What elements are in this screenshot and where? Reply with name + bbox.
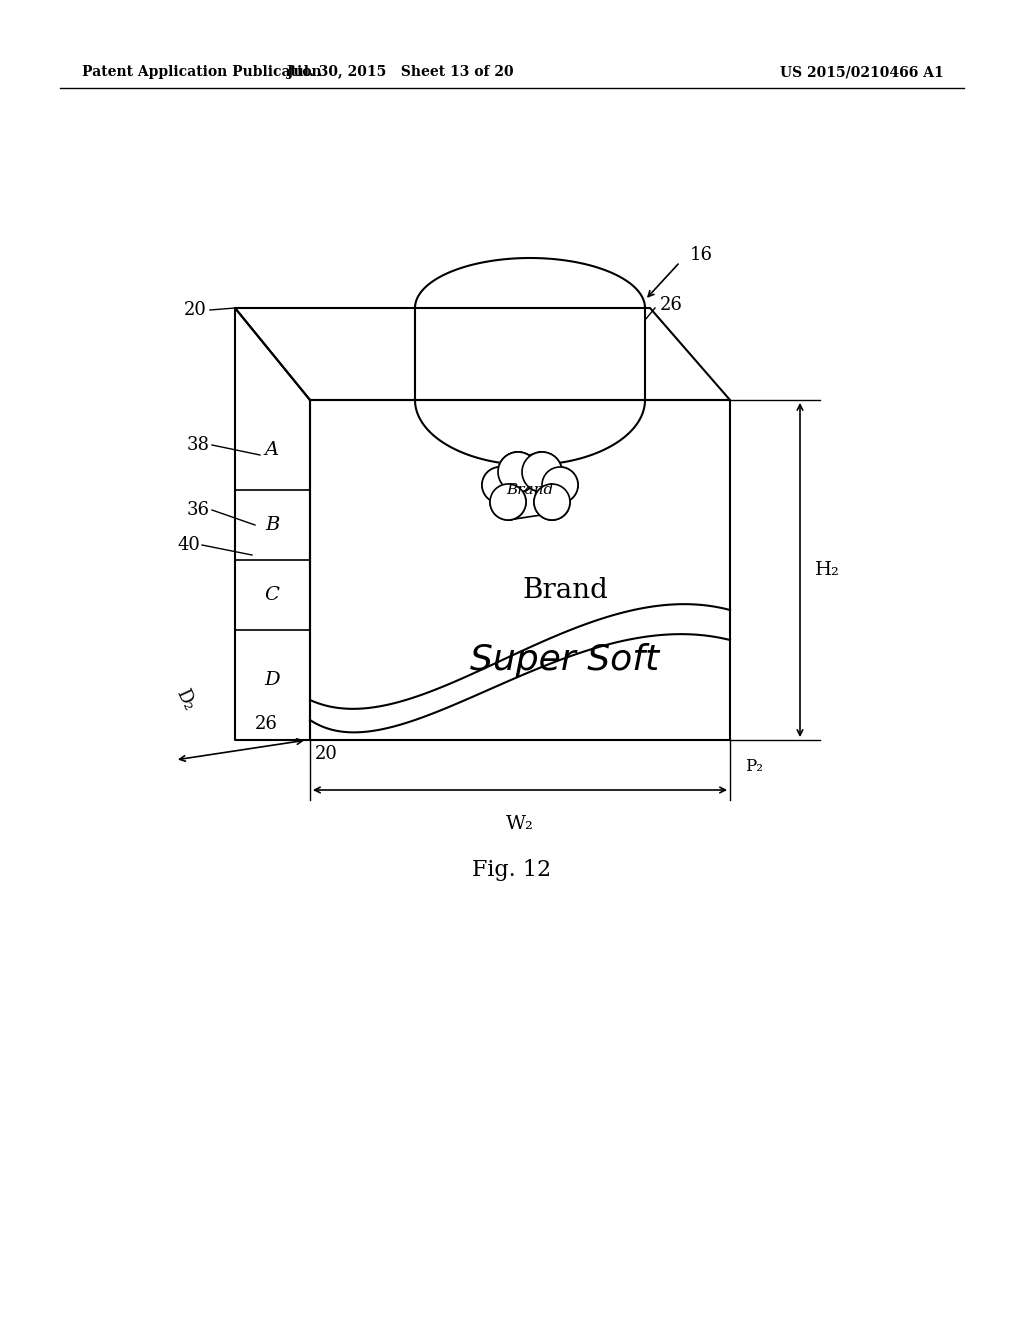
Text: H₂: H₂: [815, 561, 840, 579]
Text: Super Soft: Super Soft: [470, 643, 659, 677]
Text: D: D: [264, 671, 280, 689]
Text: 36: 36: [187, 502, 210, 519]
Text: D₂: D₂: [172, 686, 198, 714]
Text: 20: 20: [184, 301, 207, 319]
Text: W₂: W₂: [506, 814, 534, 833]
Text: P₂: P₂: [745, 758, 763, 775]
Circle shape: [534, 484, 570, 520]
Circle shape: [490, 484, 526, 520]
Circle shape: [522, 451, 562, 492]
Text: Fig. 12: Fig. 12: [472, 859, 552, 880]
Text: 20: 20: [315, 744, 338, 763]
Text: US 2015/0210466 A1: US 2015/0210466 A1: [780, 65, 944, 79]
Text: B: B: [265, 516, 280, 535]
Ellipse shape: [485, 465, 575, 515]
Text: 38: 38: [187, 436, 210, 454]
Text: 40: 40: [177, 536, 200, 554]
Text: Brand: Brand: [522, 577, 608, 603]
Text: 26: 26: [660, 296, 683, 314]
Circle shape: [542, 467, 578, 503]
Text: 26: 26: [255, 715, 278, 733]
Circle shape: [482, 467, 518, 503]
Text: A: A: [265, 441, 280, 459]
Text: Patent Application Publication: Patent Application Publication: [82, 65, 322, 79]
Text: Jul. 30, 2015   Sheet 13 of 20: Jul. 30, 2015 Sheet 13 of 20: [287, 65, 513, 79]
Text: 16: 16: [690, 246, 713, 264]
Circle shape: [498, 451, 538, 492]
Text: C: C: [264, 586, 280, 605]
Text: Brand: Brand: [507, 483, 554, 498]
